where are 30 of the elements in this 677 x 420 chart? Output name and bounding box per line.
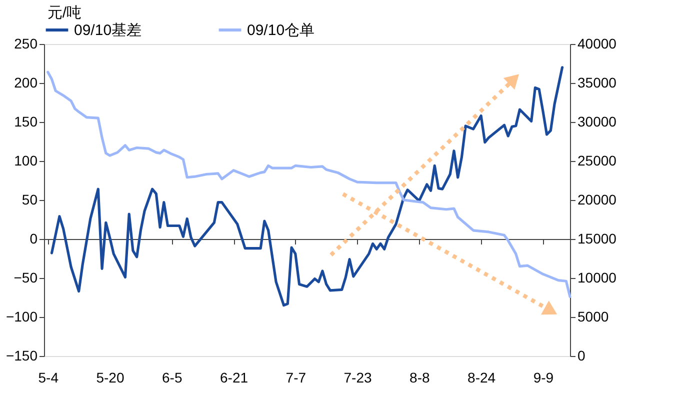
y2-tick-label: 5000 xyxy=(578,308,609,324)
x-tick-label: 8-8 xyxy=(410,370,430,386)
y-tick-label: 150 xyxy=(14,114,38,130)
y-tick-label: −150 xyxy=(6,348,38,364)
y-tick-label: 0 xyxy=(30,230,38,246)
legend-label: 09/10仓单 xyxy=(247,22,315,39)
y-tick-label: 100 xyxy=(14,152,38,168)
y2-tick-label: 0 xyxy=(578,348,586,364)
y-tick-label: 200 xyxy=(14,74,38,90)
y-tick-label: 50 xyxy=(22,192,38,208)
y-axis-title: 元/吨 xyxy=(47,4,82,22)
y2-tick-label: 10000 xyxy=(578,270,617,286)
y-tick-label: −50 xyxy=(14,270,38,286)
y2-tick-label: 20000 xyxy=(578,192,617,208)
y-tick-label: −100 xyxy=(6,308,38,324)
y2-tick-label: 15000 xyxy=(578,230,617,246)
x-tick-label: 5-20 xyxy=(96,370,124,386)
x-tick-label: 5-4 xyxy=(38,370,59,386)
legend-label: 09/10基差 xyxy=(74,22,142,39)
y2-tick-label: 40000 xyxy=(578,36,617,52)
x-tick-label: 6-5 xyxy=(162,370,182,386)
x-tick-label: 9-9 xyxy=(533,370,554,386)
x-tick-label: 7-23 xyxy=(344,370,372,386)
y-tick-label: 250 xyxy=(14,36,38,52)
x-tick-label: 6-21 xyxy=(220,370,248,386)
x-tick-label: 7-7 xyxy=(286,370,306,386)
x-tick-label: 8-24 xyxy=(468,370,496,386)
y2-tick-label: 30000 xyxy=(578,114,617,130)
y2-tick-label: 25000 xyxy=(578,152,617,168)
y2-tick-label: 35000 xyxy=(578,74,617,90)
